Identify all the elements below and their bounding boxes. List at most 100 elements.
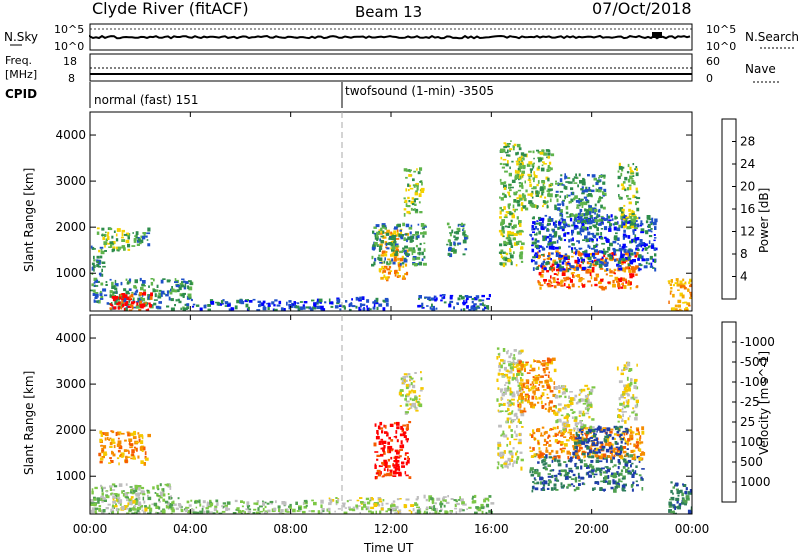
heatmap-cell xyxy=(574,463,577,467)
heatmap-cell xyxy=(190,281,192,284)
heatmap-cell xyxy=(620,372,624,376)
heatmap-cell xyxy=(593,438,596,441)
heatmap-cell xyxy=(627,235,631,239)
heatmap-cell xyxy=(105,231,107,234)
heatmap-cell xyxy=(394,257,397,260)
heatmap-cell xyxy=(395,234,398,237)
heatmap-cell xyxy=(562,199,565,202)
heatmap-cell xyxy=(581,482,585,485)
heatmap-cell xyxy=(294,302,297,304)
heatmap-cell xyxy=(535,387,538,391)
heatmap-cell xyxy=(542,360,546,362)
heatmap-cell xyxy=(608,434,612,437)
heatmap-cell xyxy=(412,380,416,383)
heatmap-cell xyxy=(188,296,192,299)
heatmap-cell xyxy=(639,264,643,267)
heatmap-cell xyxy=(439,502,442,505)
heatmap-cell xyxy=(207,308,211,311)
heatmap-cell xyxy=(621,484,626,489)
heatmap-cell xyxy=(398,456,401,459)
heatmap-cell xyxy=(591,174,596,178)
heatmap-cell xyxy=(585,186,588,191)
heatmap-cell xyxy=(109,278,112,281)
heatmap-cell xyxy=(373,242,378,246)
heatmap-cell xyxy=(397,275,401,278)
heatmap-cell xyxy=(563,391,566,395)
heatmap-cell xyxy=(262,500,264,503)
heatmap-cell xyxy=(409,397,412,401)
cpid-segment-2: twofsound (1-min) -3505 xyxy=(345,84,494,98)
heatmap-cell xyxy=(562,226,566,229)
heatmap-cell xyxy=(602,479,607,483)
heatmap-cell xyxy=(563,279,567,282)
heatmap-cell xyxy=(107,503,111,506)
heatmap-cell xyxy=(299,509,302,512)
heatmap-cell xyxy=(487,307,490,310)
heatmap-cell xyxy=(380,254,385,257)
heatmap-cell xyxy=(382,307,386,311)
heatmap-cell xyxy=(555,232,558,237)
heatmap-cell xyxy=(257,507,260,511)
heatmap-cell xyxy=(221,505,223,508)
heatmap-cell xyxy=(590,263,592,266)
heatmap-cell xyxy=(234,499,238,503)
heatmap-cell xyxy=(560,210,563,213)
heatmap-cell xyxy=(679,280,683,283)
heatmap-cell xyxy=(598,460,603,463)
heatmap-cell xyxy=(368,308,372,311)
heatmap-cell xyxy=(519,165,523,169)
heatmap-cell xyxy=(118,462,120,466)
heatmap-cell xyxy=(547,374,550,379)
heatmap-cell xyxy=(623,406,627,409)
heatmap-cell xyxy=(520,392,523,396)
heatmap-cell xyxy=(423,225,427,228)
heatmap-cell xyxy=(575,251,577,256)
heatmap-cell xyxy=(617,221,619,225)
heatmap-cell xyxy=(222,502,226,505)
heatmap-cell xyxy=(624,420,627,424)
heatmap-cell xyxy=(634,240,637,244)
heatmap-cell xyxy=(414,502,417,506)
heatmap-cell xyxy=(401,461,405,465)
heatmap-cell xyxy=(140,490,145,494)
heatmap-cell xyxy=(561,391,564,395)
heatmap-cell xyxy=(631,473,634,477)
heatmap-cell xyxy=(525,207,529,211)
heatmap-cell xyxy=(479,303,484,306)
heatmap-cell xyxy=(606,434,609,438)
heatmap-cell xyxy=(312,306,317,310)
heatmap-cell xyxy=(407,205,411,208)
heatmap-cell xyxy=(521,388,524,391)
heatmap-cell xyxy=(509,148,513,151)
heatmap-cell xyxy=(519,176,522,180)
heatmap-cell xyxy=(602,195,605,197)
heatmap-cell xyxy=(131,512,135,514)
heatmap-cell xyxy=(557,463,562,467)
heatmap-cell xyxy=(162,278,166,280)
heatmap-cell xyxy=(375,436,380,440)
heatmap-cell xyxy=(570,456,574,459)
heatmap-cell xyxy=(582,451,585,454)
heatmap-cell xyxy=(498,454,503,457)
freq-label-2: [MHz] xyxy=(5,68,37,81)
heatmap-cell xyxy=(572,191,574,195)
heatmap-cell xyxy=(581,204,584,208)
heatmap-cell xyxy=(577,258,581,263)
heatmap-cell xyxy=(366,305,368,308)
heatmap-cell xyxy=(688,304,691,307)
heatmap-cell xyxy=(586,435,588,440)
heatmap-cell xyxy=(440,500,443,503)
heatmap-cell xyxy=(375,300,379,305)
heatmap-cell xyxy=(393,460,397,463)
heatmap-cell xyxy=(402,424,406,427)
heatmap-cell xyxy=(382,451,386,454)
heatmap-cell xyxy=(591,386,596,389)
heatmap-cell xyxy=(541,149,544,153)
heatmap-cell xyxy=(562,388,566,391)
heatmap-cell xyxy=(537,461,540,464)
heatmap-cell xyxy=(374,257,377,262)
heatmap-cell xyxy=(548,161,552,165)
heatmap-cell xyxy=(500,455,504,459)
heatmap-cell xyxy=(529,168,534,171)
